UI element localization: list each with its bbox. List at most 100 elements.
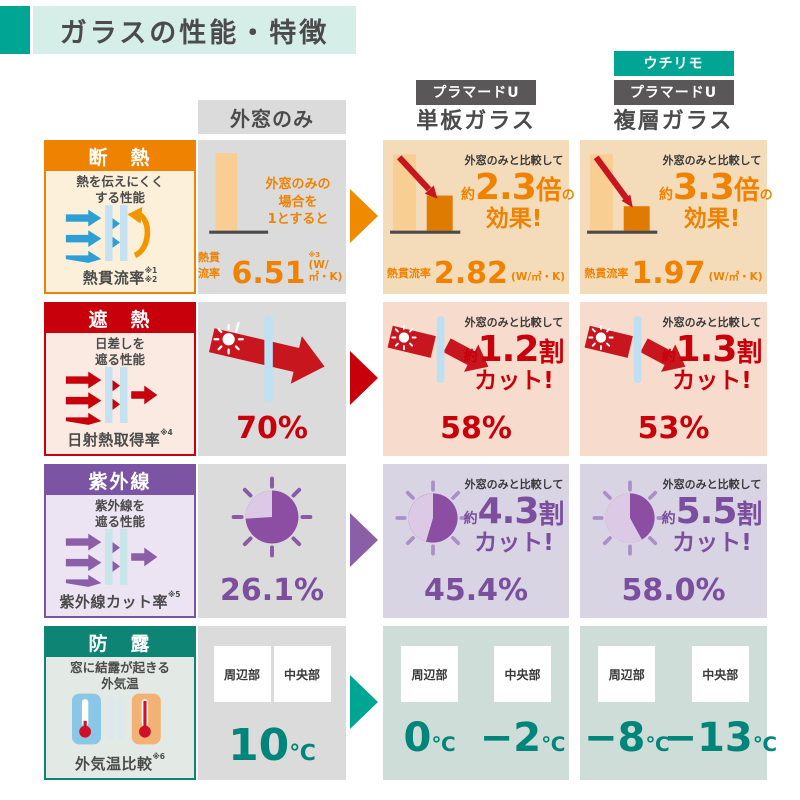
sun-pie-icon	[231, 476, 313, 558]
page-title-bar: ガラスの性能・特徴	[0, 6, 356, 54]
effect-factor: 約1.2割	[463, 329, 565, 370]
shading-metric-label: 日射熱取得率※4	[67, 428, 173, 449]
shading-label-cell: 遮 熱 日差しを 遮る性能 日射熱取得率※4	[44, 302, 196, 456]
single-glass-column-header: プラマードU 単板ガラス	[383, 40, 569, 134]
baseline-note: 外窓のみの 場合を 1とすると	[265, 177, 331, 228]
uv-single-cell: 外窓のみと比較して 約4.3割 カット! 45.4%	[383, 464, 569, 618]
condensation-baseline-cell: 周辺部 中央部 10℃	[198, 626, 346, 780]
compare-note: 外窓のみと比較して	[662, 478, 762, 491]
sun-arrow-through-glass-icon	[208, 315, 325, 403]
effect-label: カット!	[672, 368, 752, 394]
edge-zone-chip: 周辺部	[213, 646, 271, 702]
center-zone-chip: 中央部	[273, 646, 331, 702]
compare-note: 外窓のみと比較して	[662, 154, 762, 167]
edge-zone-chip: 周辺部	[598, 646, 656, 702]
effect-factor: 約1.3割	[661, 329, 763, 370]
right-triangle-arrow-icon	[350, 513, 378, 567]
u-value-single: 熱貫流率 2.82 (W/㎡・K)	[386, 255, 566, 291]
insulation-metric-label: 熱貫流率※1 ※2	[82, 266, 158, 287]
double-glass-column-name: 複層ガラス	[613, 108, 734, 134]
shading-row-title: 遮 熱	[46, 304, 194, 333]
edge-zone-chip: 周辺部	[401, 646, 458, 702]
single-glass-column-name: 単板ガラス	[416, 108, 536, 134]
center-zone-chip: 中央部	[494, 646, 551, 702]
uv-label-cell: 紫外線 紫外線を 遮る性能 紫外線カット率※5	[44, 464, 196, 618]
shading-single-cell: 外窓のみと比較して 約1.2割 カット! 58%	[383, 302, 569, 456]
uv-arrows-icon	[65, 529, 158, 587]
heat-flow-arrows-icon	[65, 205, 151, 263]
insulation-double-cell: 外窓のみと比較して 約3.3倍の 効果! 熱貫流率 1.97 (W/㎡・K)	[580, 140, 773, 294]
shading-baseline-cell: 70%	[198, 302, 346, 456]
title-band: ガラスの性能・特徴	[33, 6, 356, 54]
title-accent-square	[0, 6, 30, 54]
insulation-row-title: 断 熱	[46, 142, 194, 171]
insulation-label-cell: 断 熱 熱を伝えにくく する性能	[44, 140, 196, 294]
dew-temp-single-center: −2℃	[479, 715, 566, 761]
effect-factor: 約5.5割	[661, 491, 763, 532]
right-triangle-arrow-icon	[350, 189, 378, 243]
plamado-u-badge: プラマードU	[613, 79, 734, 105]
solar-gain-baseline: 70%	[236, 411, 308, 446]
uv-desc: 紫外線を 遮る性能	[94, 498, 145, 530]
comparison-bar-chart	[390, 154, 461, 234]
plamado-u-badge: プラマードU	[416, 79, 536, 105]
dew-temp-baseline: 10℃	[228, 720, 316, 771]
shading-desc: 日差しを 遮る性能	[94, 336, 145, 368]
double-glass-column-header: ウチリモ プラマードU 複層ガラス	[580, 40, 767, 134]
dew-temp-double-edge: −8℃	[583, 715, 670, 761]
uv-cut-single: 45.4%	[423, 573, 529, 608]
uchirimo-badge: ウチリモ	[613, 50, 734, 76]
compare-note: 外窓のみと比較して	[464, 154, 564, 167]
thermometer-icon	[71, 693, 161, 745]
u-value-double: 熱貫流率 1.97 (W/㎡・K)	[584, 255, 763, 291]
row-condensation: 防 露 窓に結露が起きる 外気温 外気温比較※6	[0, 626, 800, 780]
effect-factor: 約4.3割	[463, 491, 565, 532]
solar-gain-double: 53%	[637, 411, 710, 446]
insulation-desc: 熱を伝えにくく する性能	[76, 174, 164, 206]
comparison-bar-chart	[587, 154, 658, 234]
effect-factor: 約2.3倍の	[461, 167, 575, 208]
row-insulation: 断 熱 熱を伝えにくく する性能	[0, 140, 800, 294]
dew-temp-double-center: −13℃	[663, 715, 777, 761]
effect-label: カット!	[474, 368, 554, 394]
solar-gain-single: 58%	[440, 411, 512, 446]
baseline-bar-chart	[209, 153, 269, 234]
right-triangle-arrow-icon	[350, 351, 378, 405]
heat-shield-arrows-icon	[65, 367, 158, 425]
condensation-double-cell: 周辺部 −8℃ 中央部 −13℃	[580, 626, 777, 780]
shading-double-cell: 外窓のみと比較して 約1.3割 カット! 53%	[580, 302, 767, 456]
baseline-column-header: 外窓のみ	[198, 100, 346, 134]
u-value-baseline: 熱貫流率 6.51 ※3 (W/㎡・K)	[198, 250, 343, 291]
uv-double-cell: 外窓のみと比較して 約5.5割 カット! 58.0%	[580, 464, 767, 618]
insulation-single-cell: 外窓のみと比較して 約2.3倍の 効果! 熱貫流率 2.82 (W/㎡・K)	[383, 140, 575, 294]
effect-label: 効果!	[683, 206, 741, 232]
condensation-metric-label: 外気温比較※6	[74, 752, 166, 773]
condensation-desc: 窓に結露が起きる 外気温	[70, 660, 170, 692]
effect-factor: 約3.3倍の	[659, 167, 773, 208]
sun-arrow-blocked-icon	[584, 315, 686, 384]
uv-cut-baseline: 26.1%	[219, 573, 325, 608]
effect-label: カット!	[474, 530, 554, 556]
effect-label: 効果!	[485, 206, 543, 232]
page-title: ガラスの性能・特徴	[59, 17, 330, 49]
effect-label: カット!	[672, 530, 752, 556]
right-triangle-arrow-icon	[350, 675, 378, 729]
sun-pie-icon	[592, 480, 668, 556]
compare-note: 外窓のみと比較して	[464, 316, 564, 329]
uv-row-title: 紫外線	[46, 466, 194, 495]
compare-note: 外窓のみと比較して	[662, 316, 762, 329]
condensation-row-title: 防 露	[46, 628, 194, 657]
sun-arrow-blocked-icon	[387, 315, 489, 384]
sun-pie-icon	[395, 480, 471, 556]
uv-metric-label: 紫外線カット率※5	[59, 590, 181, 611]
uv-cut-double: 58.0%	[621, 573, 726, 608]
insulation-baseline-cell: 外窓のみの 場合を 1とすると 熱貫流率 6.51 ※3 (W/㎡・K)	[198, 140, 346, 294]
condensation-label-cell: 防 露 窓に結露が起きる 外気温 外気温比較※6	[44, 626, 196, 780]
uv-baseline-cell: 26.1%	[198, 464, 346, 618]
row-shading: 遮 熱 日差しを 遮る性能 日射熱取得率※4	[0, 302, 800, 456]
condensation-single-cell: 周辺部 0℃ 中央部 −2℃	[383, 626, 569, 780]
row-uv: 紫外線 紫外線を 遮る性能 紫外線カット率※5	[0, 464, 800, 618]
center-zone-chip: 中央部	[691, 646, 749, 702]
dew-temp-single-edge: 0℃	[403, 715, 456, 761]
